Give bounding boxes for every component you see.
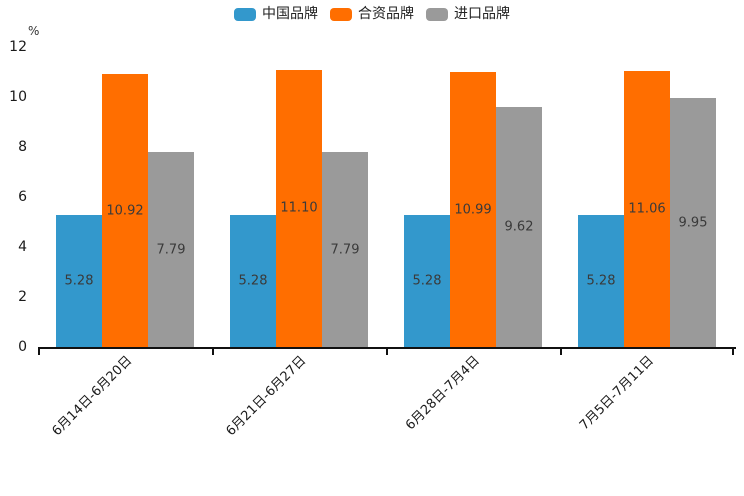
legend-item-2[interactable]: 合资品牌 xyxy=(330,7,414,21)
bar-series-3-group-3: 9.62 xyxy=(496,106,542,347)
category-group-1: 5.28 10.92 7.79 xyxy=(38,47,212,347)
bar-value-label: 10.92 xyxy=(106,203,144,218)
bar-value-label: 11.10 xyxy=(280,200,318,216)
x-tick-mark xyxy=(386,347,388,355)
y-tick-label: 6 xyxy=(18,189,27,205)
x-tick-label: 6月14日-6月20日 xyxy=(49,353,135,440)
x-tick-label: 7月5日-7月11日 xyxy=(576,353,657,434)
y-tick-label: 10 xyxy=(9,89,27,105)
y-tick-label: 2 xyxy=(18,289,27,305)
y-axis-unit-label: % xyxy=(28,24,40,38)
legend-label: 合资品牌 xyxy=(358,6,414,22)
bar-value-label: 7.79 xyxy=(156,242,186,258)
bar-value-label: 5.28 xyxy=(64,273,94,289)
bar-series-2-group-4: 11.06 xyxy=(624,70,670,347)
plot-area: 5.28 10.92 7.79 5.28 11.10 7.79 5.28 10.99 9.62 5… xyxy=(38,47,734,347)
category-group-3: 5.28 10.99 9.62 xyxy=(386,47,560,347)
bar-value-label: 9.62 xyxy=(504,219,534,235)
x-tick-mark xyxy=(38,347,40,355)
legend-label: 中国品牌 xyxy=(262,6,318,22)
category-group-4: 5.28 11.06 9.95 xyxy=(560,47,734,347)
legend-swatch-icon xyxy=(426,7,448,21)
bar-value-label: 7.79 xyxy=(330,242,360,258)
bar-value-label: 5.28 xyxy=(238,273,268,289)
bar-series-2-group-3: 10.99 xyxy=(450,72,496,347)
bar-series-2-group-1: 10.92 xyxy=(102,74,148,347)
x-tick-mark xyxy=(560,347,562,355)
bar-series-1-group-1: 5.28 xyxy=(56,215,102,347)
bar-series-3-group-2: 7.79 xyxy=(322,152,368,347)
bar-series-1-group-4: 5.28 xyxy=(578,215,624,347)
x-tick-label: 6月28日-7月4日 xyxy=(402,353,483,434)
bar-series-1-group-3: 5.28 xyxy=(404,215,450,347)
bar-value-label: 11.06 xyxy=(628,201,666,217)
legend-label: 进口品牌 xyxy=(454,6,510,22)
x-tick-mark xyxy=(732,347,734,355)
bar-series-2-group-2: 11.10 xyxy=(276,69,322,347)
bar-value-label: 5.28 xyxy=(412,273,442,289)
y-tick-label: 4 xyxy=(18,239,27,255)
x-tick-label: 6月21日-6月27日 xyxy=(223,353,309,440)
bar-value-label: 9.95 xyxy=(678,215,708,231)
bar-value-label: 10.99 xyxy=(454,202,492,218)
legend-swatch-icon xyxy=(234,7,256,21)
category-group-2: 5.28 11.10 7.79 xyxy=(212,47,386,347)
y-tick-label: 8 xyxy=(18,139,27,155)
bar-series-1-group-2: 5.28 xyxy=(230,215,276,347)
legend-swatch-icon xyxy=(330,7,352,21)
x-tick-mark xyxy=(212,347,214,355)
bar-value-label: 5.28 xyxy=(586,273,616,289)
legend-item-1[interactable]: 中国品牌 xyxy=(234,7,318,21)
legend: 中国品牌 合资品牌 进口品牌 xyxy=(0,7,744,21)
bar-series-3-group-1: 7.79 xyxy=(148,152,194,347)
legend-item-3[interactable]: 进口品牌 xyxy=(426,7,510,21)
bar-series-3-group-4: 9.95 xyxy=(670,98,716,347)
y-tick-label: 0 xyxy=(18,339,27,355)
y-tick-label: 12 xyxy=(9,39,27,55)
